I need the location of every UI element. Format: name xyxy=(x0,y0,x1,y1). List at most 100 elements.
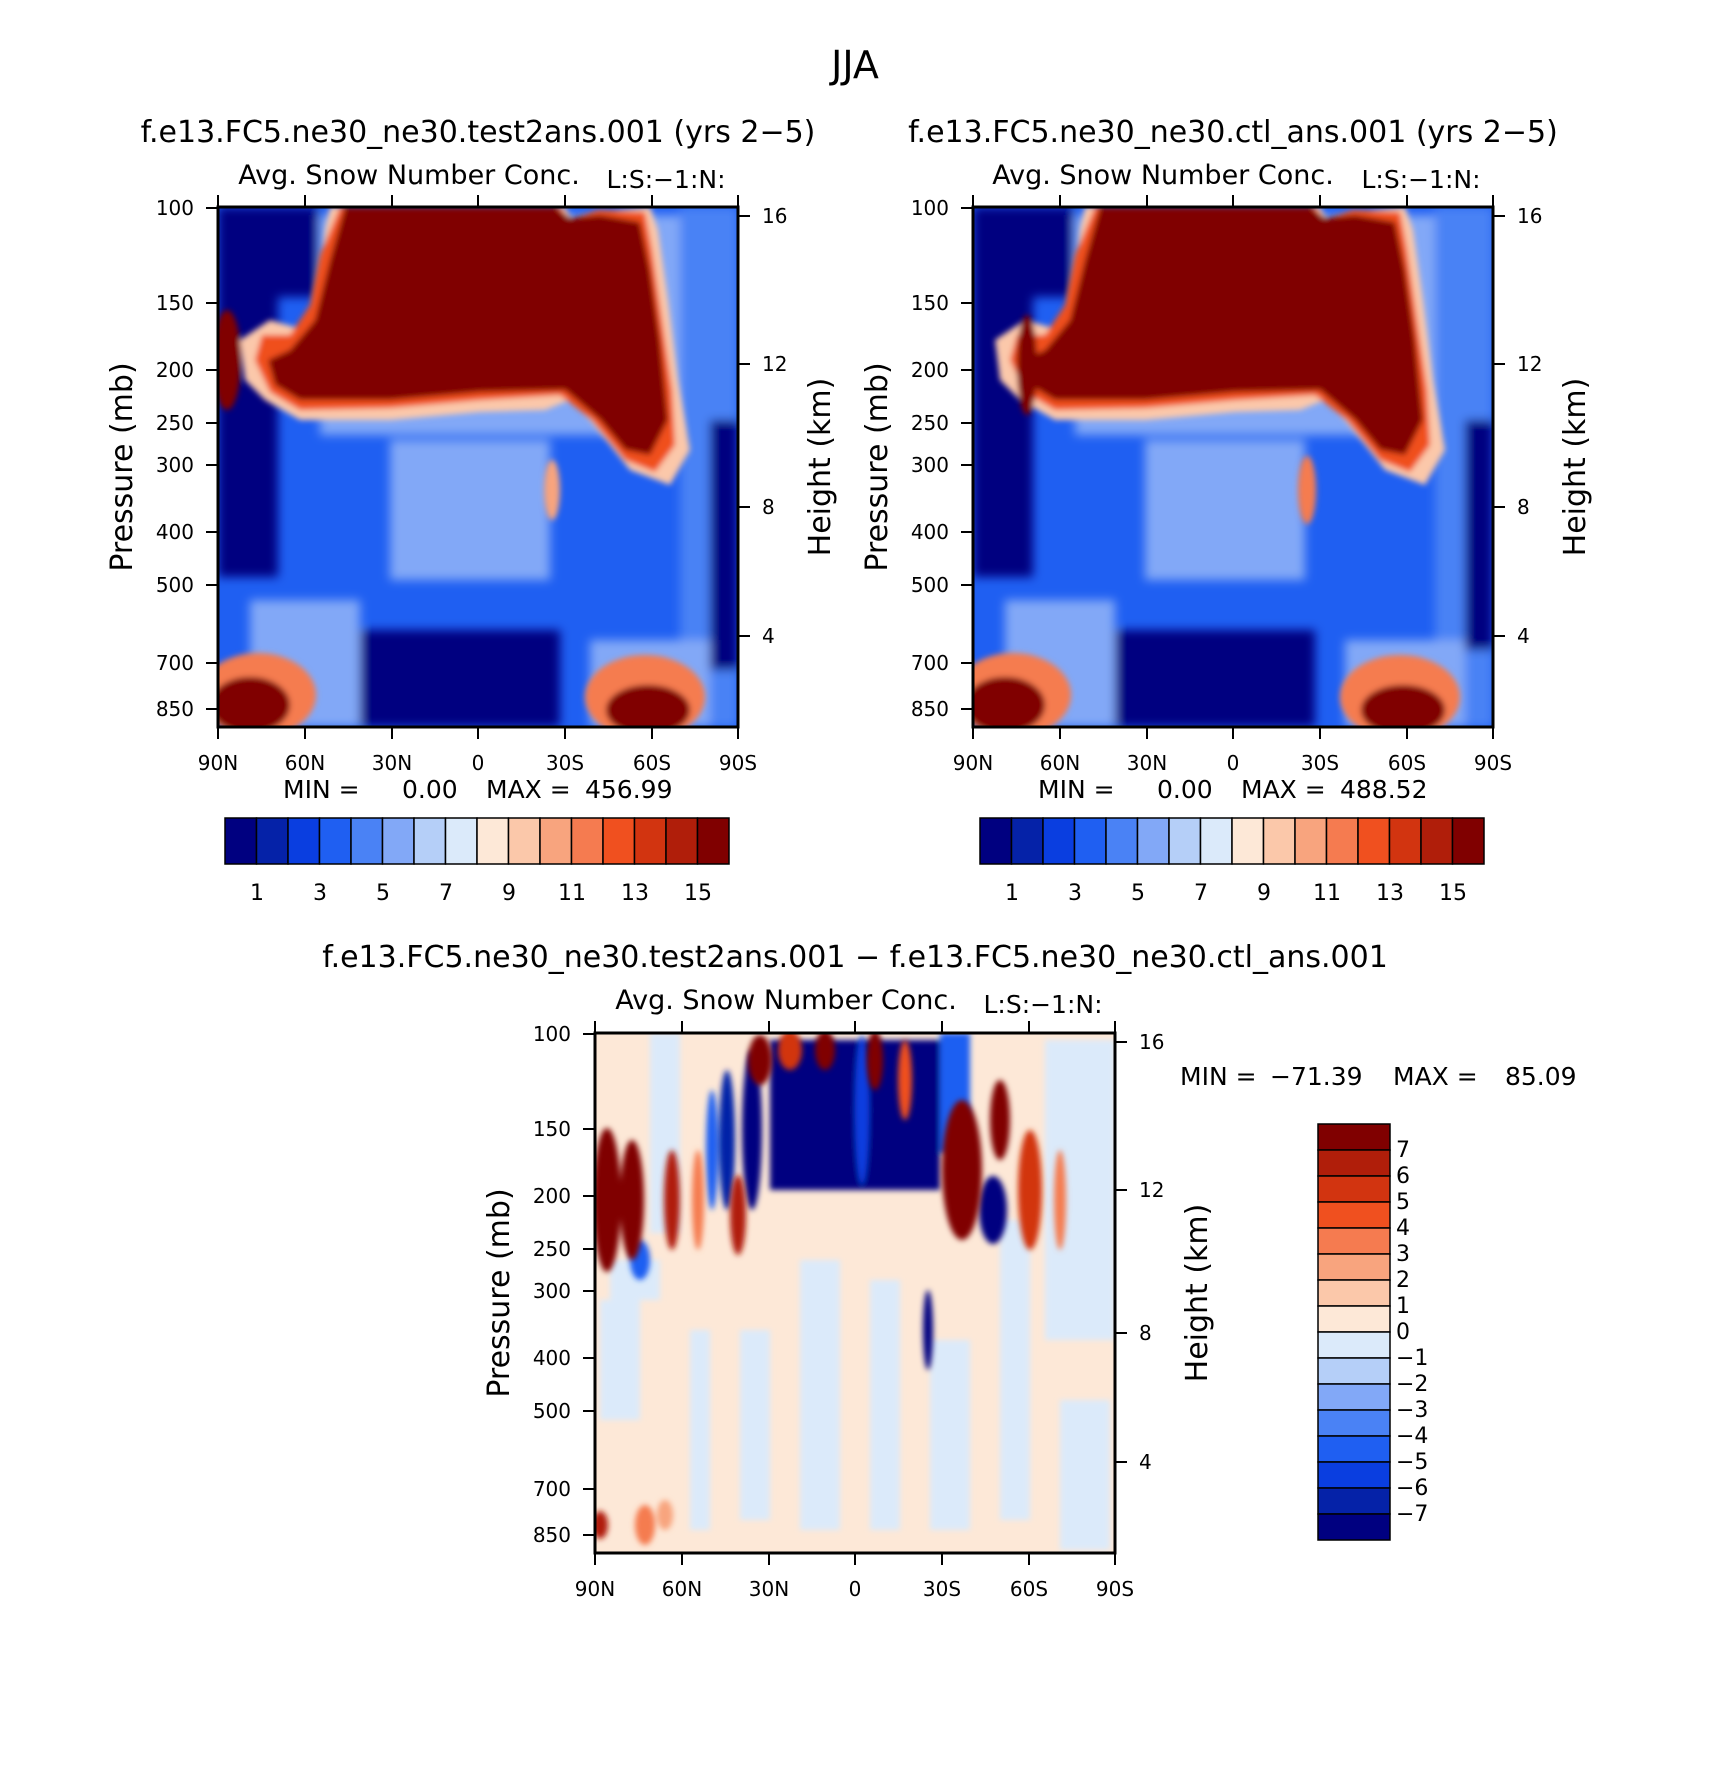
panel-ctl-ylabel: Pressure (mb) xyxy=(860,362,895,571)
panel-diff-cb-label-13: −6 xyxy=(1396,1476,1428,1501)
panel-ctl-y2-tick-12: 12 xyxy=(1517,352,1542,376)
panel-test-plot-area xyxy=(216,205,740,729)
panel-ctl-colorbar-box-10 xyxy=(1294,817,1328,865)
panel-ctl-y2label: Height (km) xyxy=(1558,378,1593,557)
panel-diff-x-tick-90n: 90N xyxy=(575,1577,615,1601)
panel-ctl-y-tick-500: 500 xyxy=(911,573,949,597)
panel-ctl-case-title: f.e13.FC5.ne30_ne30.ctl_ans.001 (yrs 2−5… xyxy=(908,115,1558,150)
panel-ctl-y-tick-100: 100 xyxy=(911,196,949,220)
panel-diff-y-tick-150: 150 xyxy=(533,1117,571,1141)
panel-test-x-tick-90n: 90N xyxy=(198,751,238,775)
panel-ctl-colorbar-box-3 xyxy=(1073,817,1107,865)
panel-ctl: f.e13.FC5.ne30_ne30.ctl_ans.001 (yrs 2−5… xyxy=(860,115,1593,906)
panel-ctl-y-tick-300: 300 xyxy=(911,453,949,477)
panel-diff-y-tick-200: 200 xyxy=(533,1184,571,1208)
panel-ctl-y-tick-250: 250 xyxy=(911,411,949,435)
panel-ctl-cb-label-3: 3 xyxy=(1068,881,1082,906)
panel-test-min-value: 0.00 xyxy=(402,775,458,804)
panel-test-y-axis: 100 150 200 250 300 400 500 700 850 xyxy=(156,196,194,721)
panel-test-case-title: f.e13.FC5.ne30_ne30.test2ans.001 (yrs 2−… xyxy=(141,115,816,150)
panel-ctl-cb-label-7: 7 xyxy=(1194,881,1208,906)
panel-test-colorbar-labels: 1 3 5 7 9 11 13 15 xyxy=(250,881,712,906)
panel-test-colorbar-box-0 xyxy=(224,817,258,865)
panel-diff-y2-tick-4: 4 xyxy=(1139,1450,1152,1474)
panel-test-max-value: 456.99 xyxy=(585,775,672,804)
panel-test-colorbar-box-5 xyxy=(381,817,415,865)
panel-test-colorbar-box-13 xyxy=(633,817,667,865)
panel-test-ylabel: Pressure (mb) xyxy=(105,362,140,571)
panel-diff-x-tick-90s: 90S xyxy=(1096,1577,1134,1601)
panel-test-y-tick-200: 200 xyxy=(156,358,194,382)
figure-title: JJA xyxy=(829,43,879,87)
panel-diff-var-title: Avg. Snow Number Conc. xyxy=(615,985,957,1016)
panel-test-x-tick-0: 0 xyxy=(472,751,485,775)
panel-ctl-min-label: MIN = xyxy=(1038,775,1115,804)
panel-test-cb-label-1: 1 xyxy=(250,881,264,906)
panel-test-colorbar-box-4 xyxy=(350,817,384,865)
panel-diff-colorbar-box-8 xyxy=(1317,1331,1391,1359)
panel-test-colorbar-box-12 xyxy=(602,817,636,865)
panel-diff-colorbar-box-14 xyxy=(1317,1487,1391,1515)
panel-ctl-x-tick-90s: 90S xyxy=(1474,751,1512,775)
panel-ctl-y-tick-700: 700 xyxy=(911,651,949,675)
panel-test-colorbar-box-6 xyxy=(413,817,447,865)
panel-ctl-colorbar-box-5 xyxy=(1136,817,1170,865)
panel-diff-colorbar-box-6 xyxy=(1317,1279,1391,1307)
panel-ctl-colorbar-box-13 xyxy=(1388,817,1422,865)
panel-test-var-title: Avg. Snow Number Conc. xyxy=(238,160,580,191)
panel-ctl-cb-label-11: 11 xyxy=(1313,881,1341,906)
panel-test-y2-tick-4: 4 xyxy=(762,624,775,648)
panel-diff-y2-tick-12: 12 xyxy=(1139,1178,1164,1202)
panel-test-colorbar-box-11 xyxy=(570,817,604,865)
panel-test-y2label: Height (km) xyxy=(803,378,838,557)
panel-diff-y-tick-250: 250 xyxy=(533,1237,571,1261)
panel-ctl-colorbar-box-15 xyxy=(1451,817,1485,865)
panel-test-colorbar-boxes xyxy=(224,817,730,865)
panel-diff-min-label: MIN = xyxy=(1180,1062,1257,1091)
panel-test-corner-label: L:S:−1:N: xyxy=(606,165,725,194)
panel-ctl-y2-tick-8: 8 xyxy=(1517,495,1530,519)
panel-diff-cb-label-9: −2 xyxy=(1396,1372,1428,1397)
panel-diff-cb-label-12: −5 xyxy=(1396,1450,1428,1475)
panel-diff-colorbar-box-7 xyxy=(1317,1305,1391,1333)
panel-diff-cb-label-0: 7 xyxy=(1396,1138,1410,1163)
panel-test-colorbar-box-14 xyxy=(665,817,699,865)
panel-diff-y-tick-850: 850 xyxy=(533,1523,571,1547)
panel-diff-case-title: f.e13.FC5.ne30_ne30.test2ans.001 − f.e13… xyxy=(322,940,1388,975)
panel-test-y-tick-850: 850 xyxy=(156,697,194,721)
panel-ctl-colorbar-boxes xyxy=(979,817,1485,865)
panel-test-x-tick-60n: 60N xyxy=(285,751,325,775)
panel-ctl-colorbar-box-11 xyxy=(1325,817,1359,865)
panel-diff-corner-label: L:S:−1:N: xyxy=(983,990,1102,1019)
panel-test-x-tick-90s: 90S xyxy=(719,751,757,775)
panel-ctl-stats: MIN = 0.00 MAX = 488.52 xyxy=(1038,775,1427,804)
panel-diff-cb-label-7: 0 xyxy=(1396,1320,1410,1345)
panel-ctl-max-label: MAX = xyxy=(1241,775,1326,804)
panel-test-colorbar-box-7 xyxy=(444,817,478,865)
panel-diff-colorbar-box-10 xyxy=(1317,1383,1391,1411)
panel-diff-y2-axis: 16 12 8 4 xyxy=(1139,1030,1164,1474)
panel-ctl-y2-tick-16: 16 xyxy=(1517,204,1542,228)
panel-test-cb-label-9: 9 xyxy=(502,881,516,906)
panel-test-cb-label-15: 15 xyxy=(684,881,712,906)
panel-ctl-corner-label: L:S:−1:N: xyxy=(1361,165,1480,194)
panel-diff-y-tick-500: 500 xyxy=(533,1399,571,1423)
panel-test-colorbar-box-8 xyxy=(476,817,510,865)
panel-test-cb-label-5: 5 xyxy=(376,881,390,906)
panel-test-y-tick-150: 150 xyxy=(156,291,194,315)
panel-diff-cb-label-3: 4 xyxy=(1396,1216,1410,1241)
panel-ctl-colorbar-box-6 xyxy=(1168,817,1202,865)
panel-ctl-max-value: 488.52 xyxy=(1340,775,1427,804)
panel-diff-colorbar-box-2 xyxy=(1317,1175,1391,1203)
panel-diff-y-tick-700: 700 xyxy=(533,1477,571,1501)
panel-diff-colorbar-box-9 xyxy=(1317,1357,1391,1385)
panel-diff-cb-label-11: −4 xyxy=(1396,1424,1428,1449)
panel-ctl-y-tick-200: 200 xyxy=(911,358,949,382)
panel-diff-y2-tick-16: 16 xyxy=(1139,1030,1164,1054)
panel-ctl-colorbar-box-14 xyxy=(1420,817,1454,865)
panel-test-y-tick-500: 500 xyxy=(156,573,194,597)
panel-diff-plot-area xyxy=(593,1031,1117,1555)
panel-diff-y-axis: 100 150 200 250 300 400 500 700 850 xyxy=(533,1022,571,1547)
panel-ctl-cb-label-9: 9 xyxy=(1257,881,1271,906)
